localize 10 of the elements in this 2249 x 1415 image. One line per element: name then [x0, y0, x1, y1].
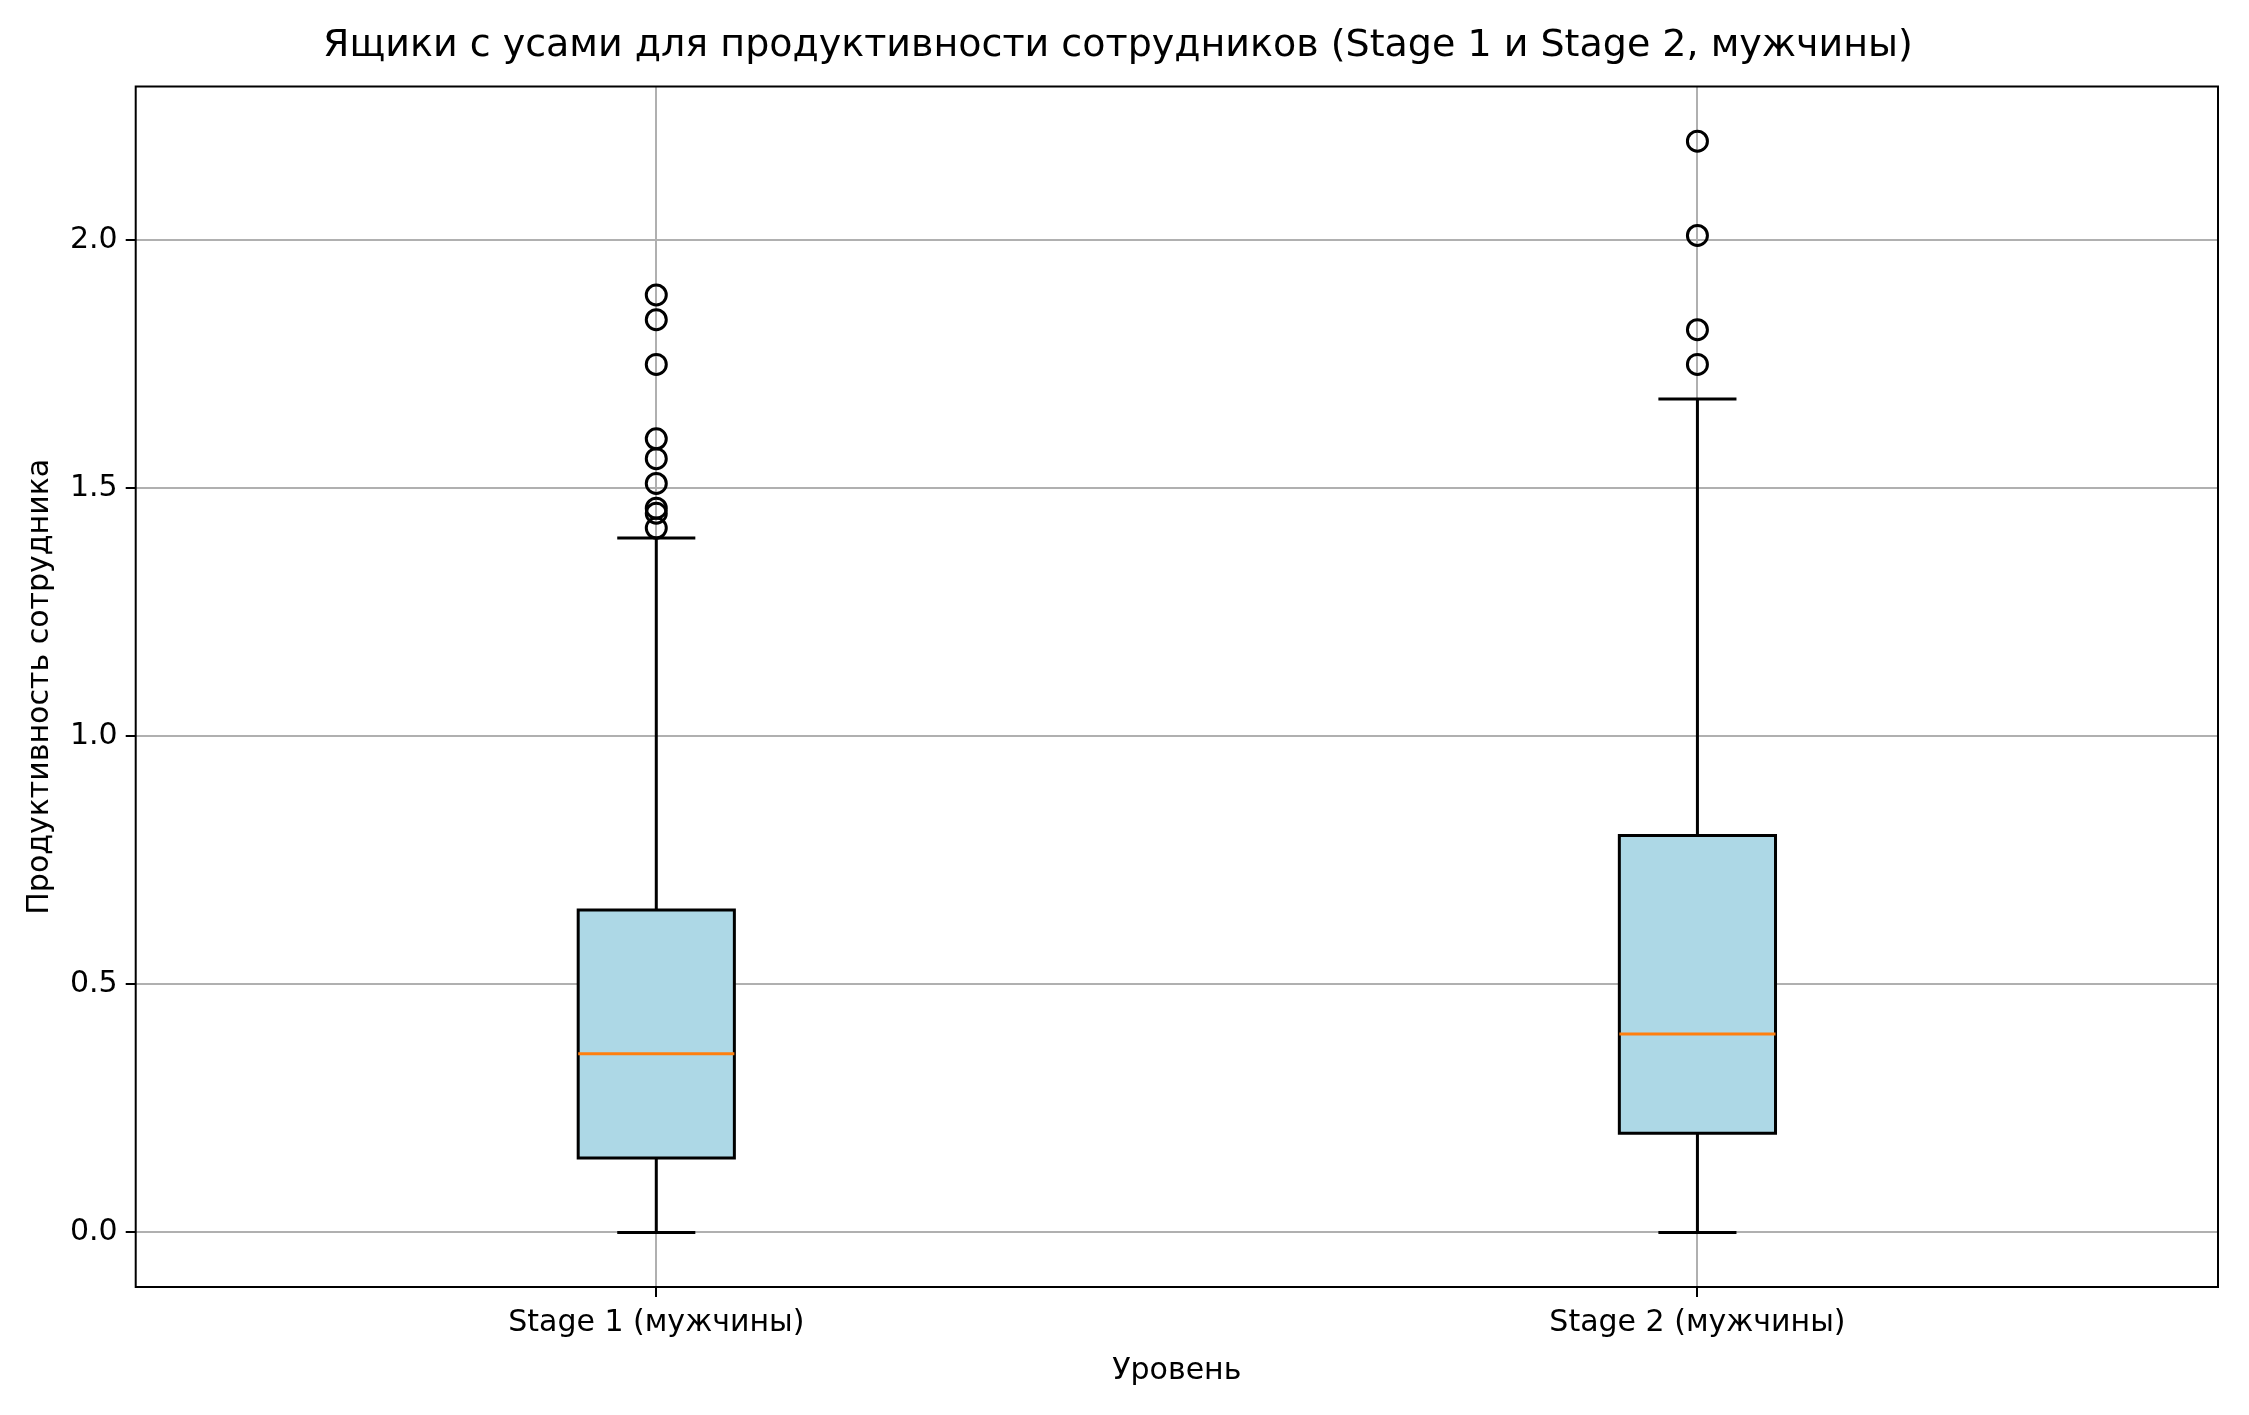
y-tick-label: 2.0	[69, 220, 118, 256]
x-tick-label: Stage 1 (мужчины)	[508, 1302, 805, 1338]
y-tick-label: 0.5	[69, 964, 118, 1000]
y-axis-title: Продуктивность сотрудника	[19, 458, 55, 915]
x-axis-title: Уровень	[1112, 1350, 1242, 1386]
y-tick-label: 1.5	[69, 468, 118, 504]
y-tick-label: 1.0	[69, 716, 118, 752]
chart-title: Ящики с усами для продуктивности сотрудников (Stage 1 и Stage 2, мужчины)	[323, 20, 1913, 65]
x-tick-label: Stage 2 (мужчины)	[1549, 1302, 1846, 1338]
y-tick-label: 0.0	[69, 1212, 118, 1248]
